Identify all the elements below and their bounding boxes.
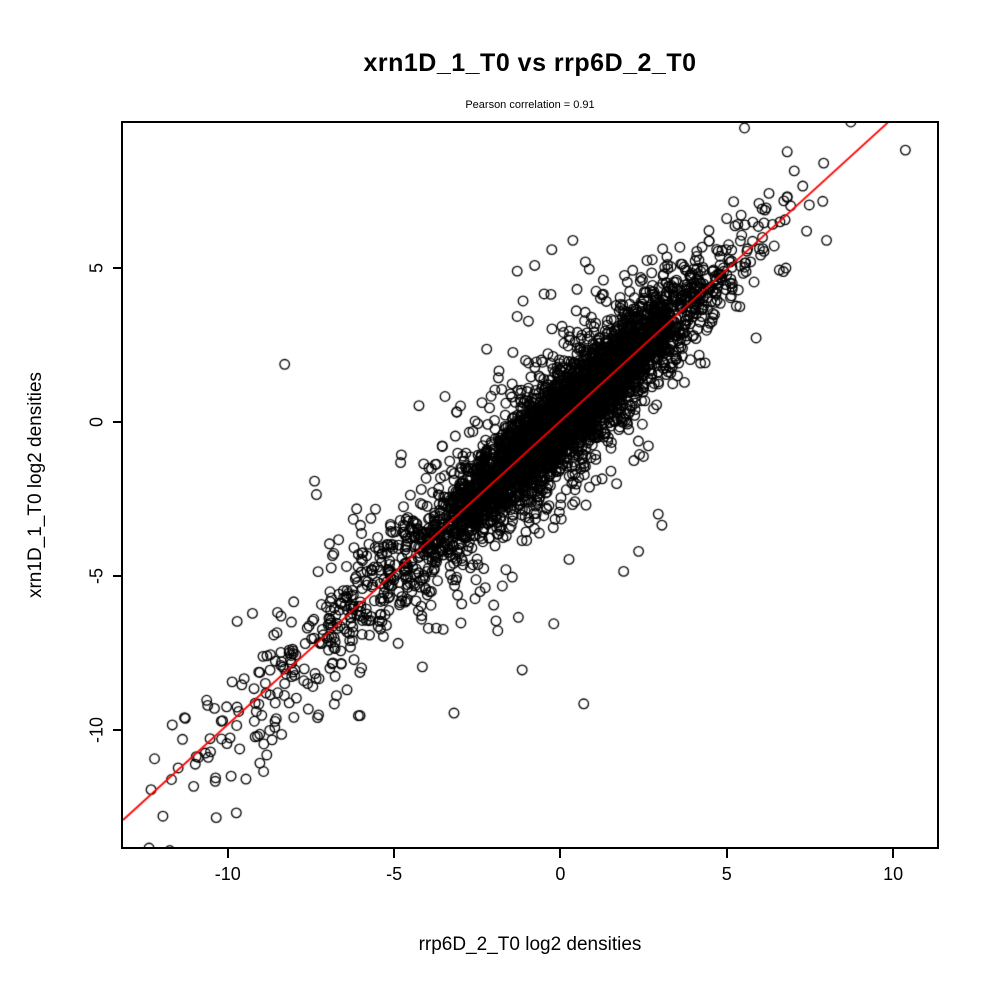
x-tick-mark xyxy=(226,849,229,858)
x-tick-mark xyxy=(892,849,895,858)
x-tick-label: -5 xyxy=(386,864,403,884)
x-tick-label: 5 xyxy=(721,864,732,884)
x-tick-label: 10 xyxy=(883,864,904,884)
y-tick-mark xyxy=(113,267,122,270)
x-tick-mark xyxy=(393,849,396,858)
chart-title: xrn1D_1_T0 vs rrp6D_2_T0 xyxy=(363,49,697,77)
x-axis-label: rrp6D_2_T0 log2 densities xyxy=(418,934,642,955)
x-tick-mark xyxy=(559,849,562,858)
y-axis-label-text: xrn1D_1_T0 log2 densities xyxy=(25,371,46,599)
x-tick-label: 0 xyxy=(555,864,566,884)
scatter-points-canvas xyxy=(123,123,937,847)
x-tick-mark xyxy=(725,849,728,858)
y-tick-mark xyxy=(113,421,122,424)
y-tick-mark xyxy=(113,575,122,577)
y-tick-mark xyxy=(113,728,122,731)
pearson-correlation-subtitle: Pearson correlation = 0.91 xyxy=(465,99,595,111)
x-tick-label: -10 xyxy=(214,864,241,884)
